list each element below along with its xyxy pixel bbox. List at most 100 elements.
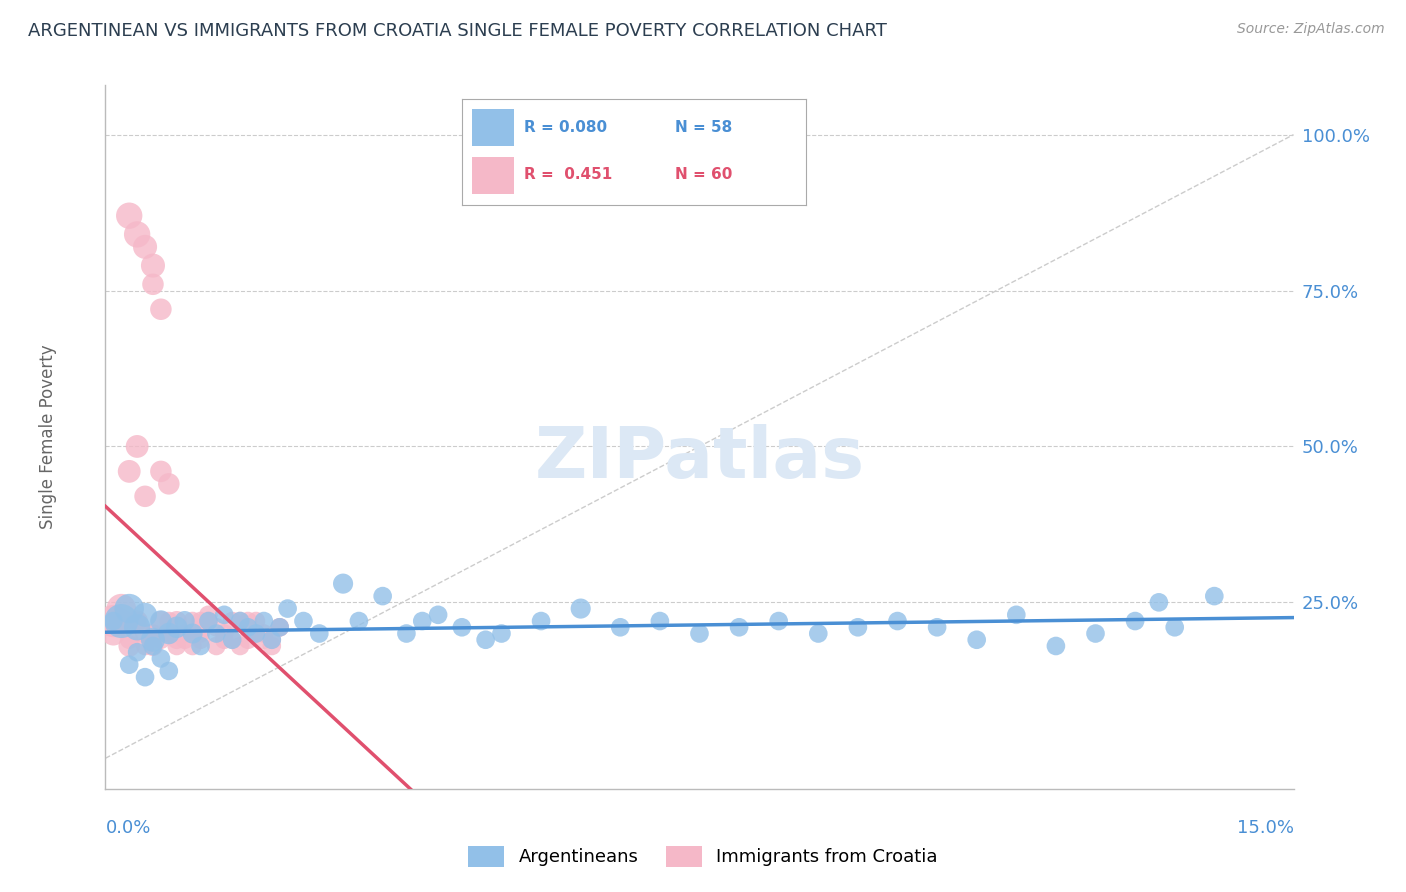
Point	[886, 614, 908, 628]
Point	[118, 601, 141, 615]
Point	[277, 601, 299, 615]
Point	[181, 626, 204, 640]
Text: Source: ZipAtlas.com: Source: ZipAtlas.com	[1237, 22, 1385, 37]
Point	[157, 614, 180, 628]
Point	[118, 657, 141, 672]
Point	[149, 632, 172, 647]
Point	[411, 614, 433, 628]
Point	[142, 626, 165, 640]
Point	[118, 464, 141, 478]
Point	[173, 632, 195, 647]
Point	[728, 620, 751, 634]
Point	[269, 620, 291, 634]
Point	[157, 626, 180, 640]
Point	[127, 227, 149, 242]
Text: 0.0%: 0.0%	[105, 819, 150, 837]
Point	[269, 620, 291, 634]
Point	[491, 626, 513, 640]
Point	[142, 632, 165, 647]
Point	[103, 626, 125, 640]
Point	[689, 626, 711, 640]
Point	[197, 614, 219, 628]
Point	[127, 645, 149, 659]
Point	[190, 614, 212, 628]
Point	[118, 209, 141, 223]
Point	[221, 632, 243, 647]
Point	[1147, 595, 1170, 609]
Point	[181, 626, 204, 640]
Point	[530, 614, 553, 628]
Point	[229, 614, 252, 628]
Point	[925, 620, 948, 634]
Text: 15.0%: 15.0%	[1236, 819, 1294, 837]
Point	[134, 240, 156, 254]
Point	[260, 639, 283, 653]
Point	[190, 626, 212, 640]
Point	[1005, 607, 1028, 622]
Point	[149, 614, 172, 628]
Point	[134, 670, 156, 684]
Point	[245, 614, 267, 628]
Point	[118, 639, 141, 653]
Point	[474, 632, 496, 647]
Point	[427, 607, 450, 622]
Point	[197, 607, 219, 622]
Point	[110, 614, 132, 628]
Point	[253, 632, 276, 647]
Point	[166, 614, 188, 628]
Point	[221, 632, 243, 647]
Text: Single Female Poverty: Single Female Poverty	[39, 345, 58, 529]
Point	[127, 614, 149, 628]
Point	[221, 614, 243, 628]
Point	[134, 639, 156, 653]
Point	[308, 626, 330, 640]
Point	[103, 614, 125, 628]
Point	[609, 620, 631, 634]
Point	[127, 439, 149, 453]
Point	[1045, 639, 1067, 653]
Point	[768, 614, 790, 628]
Point	[110, 601, 132, 615]
Point	[214, 632, 236, 647]
Point	[292, 614, 315, 628]
Point	[966, 632, 988, 647]
Point	[157, 626, 180, 640]
Point	[197, 614, 219, 628]
Point	[173, 614, 195, 628]
Point	[253, 626, 276, 640]
Point	[253, 614, 276, 628]
Point	[214, 626, 236, 640]
Point	[371, 589, 394, 603]
Point	[157, 476, 180, 491]
Point	[1164, 620, 1187, 634]
Point	[173, 626, 195, 640]
Point	[142, 259, 165, 273]
Point	[149, 464, 172, 478]
Point	[173, 626, 195, 640]
Point	[157, 620, 180, 634]
Point	[395, 626, 418, 640]
Point	[269, 620, 291, 634]
Point	[245, 626, 267, 640]
Point	[134, 489, 156, 503]
Point	[245, 626, 267, 640]
Point	[157, 664, 180, 678]
Point	[134, 626, 156, 640]
Point	[181, 639, 204, 653]
Point	[134, 607, 156, 622]
Point	[1084, 626, 1107, 640]
Point	[347, 614, 370, 628]
Point	[190, 632, 212, 647]
Point	[1123, 614, 1146, 628]
Point	[807, 626, 830, 640]
Point	[149, 651, 172, 665]
Point	[190, 639, 212, 653]
Point	[569, 601, 592, 615]
Point	[142, 277, 165, 292]
Point	[166, 639, 188, 653]
Point	[846, 620, 869, 634]
Point	[236, 614, 259, 628]
Point	[214, 607, 236, 622]
Point	[103, 614, 125, 628]
Point	[236, 632, 259, 647]
